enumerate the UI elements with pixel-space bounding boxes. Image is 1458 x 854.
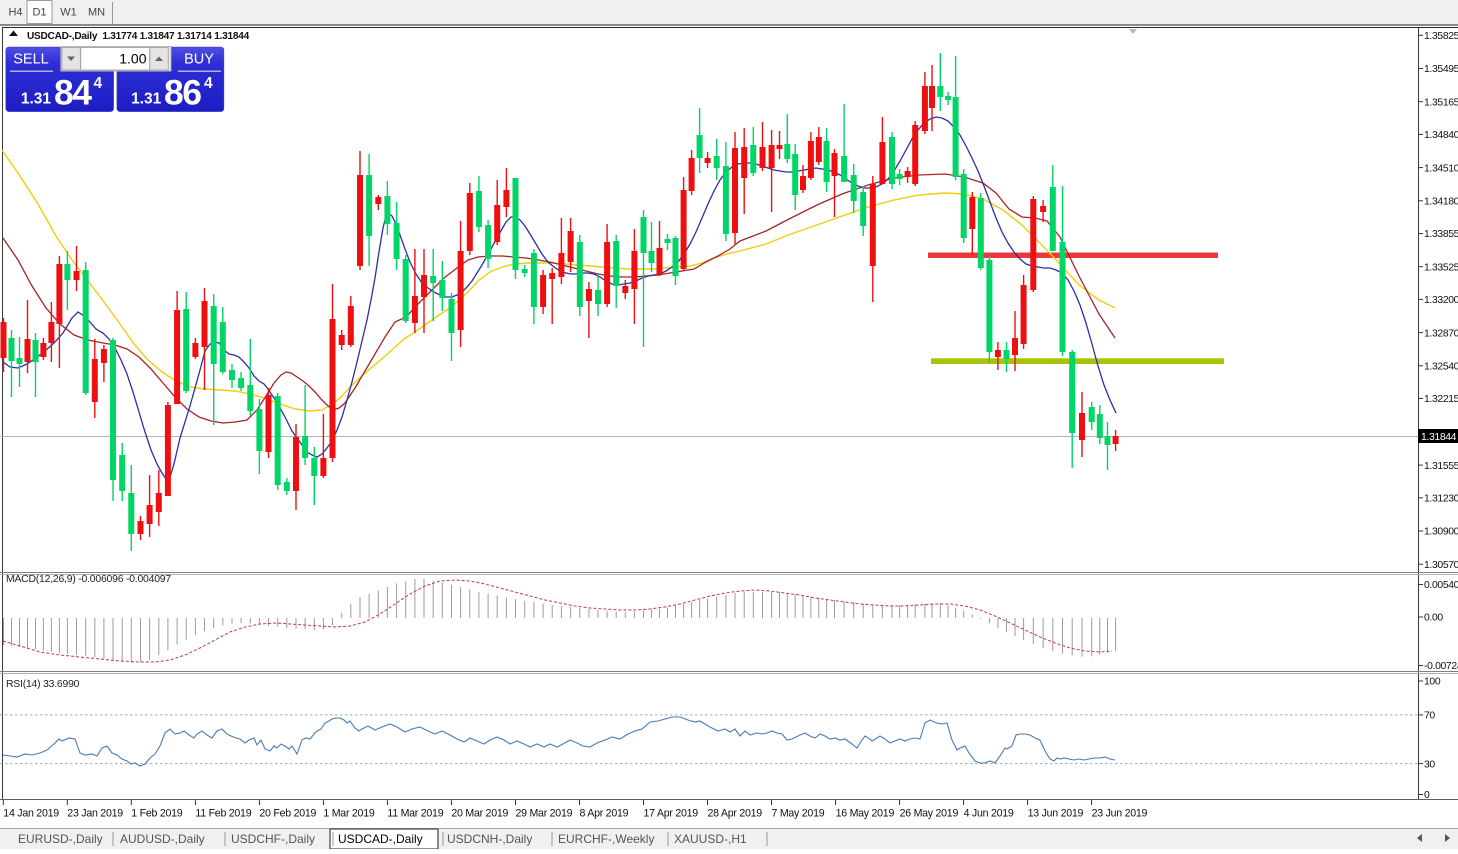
svg-text:70: 70 (1424, 711, 1435, 722)
svg-text:4: 4 (94, 75, 103, 92)
svg-text:1.34840: 1.34840 (1424, 130, 1458, 141)
svg-text:1.31844: 1.31844 (1421, 432, 1457, 443)
svg-text:1.35165: 1.35165 (1424, 97, 1458, 108)
svg-text:1.00: 1.00 (119, 51, 146, 67)
svg-text:1.32215: 1.32215 (1424, 394, 1458, 405)
svg-text:16 May 2019: 16 May 2019 (836, 808, 895, 820)
svg-text:20 Mar 2019: 20 Mar 2019 (451, 808, 508, 820)
svg-text:1.33525: 1.33525 (1424, 262, 1458, 273)
svg-text:1.32870: 1.32870 (1424, 328, 1458, 339)
svg-text:29 Mar 2019: 29 Mar 2019 (516, 808, 573, 820)
svg-text:W1: W1 (60, 7, 77, 19)
svg-text:1.35495: 1.35495 (1424, 64, 1458, 75)
svg-text:14 Jan 2019: 14 Jan 2019 (3, 808, 59, 820)
svg-text:17 Apr 2019: 17 Apr 2019 (644, 808, 699, 820)
svg-text:1.30900: 1.30900 (1424, 527, 1458, 538)
svg-text:USDCAD-,Daily 1.31774 1.31847: USDCAD-,Daily 1.31774 1.31847 1.31714 1.… (27, 31, 250, 42)
svg-text:4 Jun 2019: 4 Jun 2019 (964, 808, 1014, 820)
svg-text:26 May 2019: 26 May 2019 (900, 808, 959, 820)
svg-text:MN: MN (88, 7, 105, 19)
svg-text:23 Jan 2019: 23 Jan 2019 (67, 808, 123, 820)
svg-text:100: 100 (1424, 677, 1441, 688)
svg-text:20 Feb 2019: 20 Feb 2019 (259, 808, 316, 820)
svg-text:23 Jun 2019: 23 Jun 2019 (1092, 808, 1148, 820)
svg-text:USDCHF-,Daily: USDCHF-,Daily (231, 832, 315, 846)
svg-text:7 May 2019: 7 May 2019 (772, 808, 825, 820)
svg-text:28 Apr 2019: 28 Apr 2019 (708, 808, 763, 820)
svg-text:1.33200: 1.33200 (1424, 295, 1458, 306)
svg-text:13 Jun 2019: 13 Jun 2019 (1028, 808, 1084, 820)
svg-text:0.005402: 0.005402 (1424, 580, 1458, 591)
svg-text:XAUUSD-,H1: XAUUSD-,H1 (674, 832, 747, 846)
svg-text:1 Feb 2019: 1 Feb 2019 (131, 808, 182, 820)
svg-text:4: 4 (204, 75, 213, 92)
svg-text:1.30570: 1.30570 (1424, 560, 1458, 571)
svg-text:USDCNH-,Daily: USDCNH-,Daily (447, 832, 532, 846)
svg-text:USDCAD-,Daily: USDCAD-,Daily (338, 832, 423, 846)
svg-text:11 Mar 2019: 11 Mar 2019 (387, 808, 443, 820)
svg-text:SELL: SELL (13, 52, 48, 68)
svg-text:D1: D1 (32, 7, 46, 19)
svg-text:11 Feb 2019: 11 Feb 2019 (195, 808, 251, 820)
svg-text:0.00: 0.00 (1424, 613, 1443, 624)
svg-text:EURUSD-,Daily: EURUSD-,Daily (18, 832, 103, 846)
svg-text:8 Apr 2019: 8 Apr 2019 (580, 808, 629, 820)
svg-text:H4: H4 (8, 7, 22, 19)
svg-text:1.31555: 1.31555 (1424, 461, 1458, 472)
svg-text:EURCHF-,Weekly: EURCHF-,Weekly (558, 832, 654, 846)
svg-text:1.32540: 1.32540 (1424, 362, 1458, 373)
svg-text:1.33855: 1.33855 (1424, 229, 1458, 240)
svg-text:-0.00724: -0.00724 (1424, 661, 1458, 672)
svg-text:1.34180: 1.34180 (1424, 197, 1458, 208)
svg-text:1 Mar 2019: 1 Mar 2019 (323, 808, 374, 820)
svg-text:1.31230: 1.31230 (1424, 494, 1458, 505)
svg-text:1.31: 1.31 (21, 91, 52, 108)
svg-text:1.31: 1.31 (131, 91, 162, 108)
svg-text:0: 0 (1424, 790, 1430, 801)
svg-text:1.34510: 1.34510 (1424, 163, 1458, 174)
svg-text:RSI(14) 33.6990: RSI(14) 33.6990 (6, 679, 80, 690)
svg-text:86: 86 (164, 73, 201, 113)
svg-text:30: 30 (1424, 759, 1435, 770)
svg-text:BUY: BUY (184, 52, 214, 68)
svg-text:AUDUSD-,Daily: AUDUSD-,Daily (120, 832, 205, 846)
svg-text:84: 84 (54, 73, 92, 113)
svg-text:1.35825: 1.35825 (1424, 31, 1458, 42)
svg-text:MACD(12,26,9) -0.006096 -0.004: MACD(12,26,9) -0.006096 -0.004097 (6, 574, 171, 585)
